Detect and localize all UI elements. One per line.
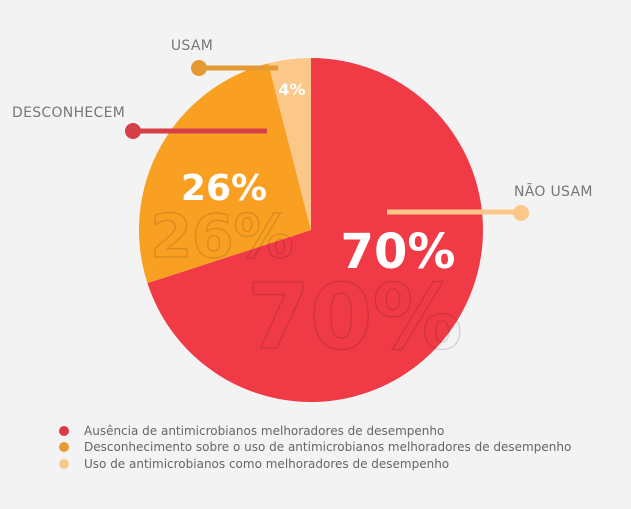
pie-slice-70: [147, 58, 484, 402]
pie-slice-4: [268, 58, 311, 230]
svg-text:Desconhecimento sobre o uso de: Desconhecimento sobre o uso de antimicro…: [84, 440, 571, 454]
callout-nao-usam: NÃO USAM: [387, 183, 593, 221]
pie-slice-26: [138, 63, 311, 284]
data-label-70: 70%: [341, 224, 456, 280]
callout-usam: USAM: [171, 38, 278, 76]
legend: Ausência de antimicrobianos melhoradores…: [59, 424, 571, 471]
watermark-26: 26%: [150, 202, 294, 272]
watermark-70: 70%: [247, 265, 462, 370]
legend-item: Uso de antimicrobianos como melhoradores…: [59, 457, 449, 471]
svg-text:NÃO USAM: NÃO USAM: [514, 183, 593, 200]
data-label-26: 26%: [181, 168, 267, 209]
legend-item: Ausência de antimicrobianos melhoradores…: [59, 424, 444, 438]
svg-text:Ausência de antimicrobianos me: Ausência de antimicrobianos melhoradores…: [84, 424, 444, 438]
callout-desconhecem: DESCONHECEM: [12, 105, 267, 139]
legend-item: Desconhecimento sobre o uso de antimicro…: [59, 440, 571, 454]
data-label-4: 4%: [278, 80, 305, 99]
svg-text:Uso de antimicrobianos como me: Uso de antimicrobianos como melhoradores…: [84, 457, 449, 471]
svg-text:DESCONHECEM: DESCONHECEM: [12, 105, 125, 121]
svg-text:USAM: USAM: [171, 38, 213, 54]
